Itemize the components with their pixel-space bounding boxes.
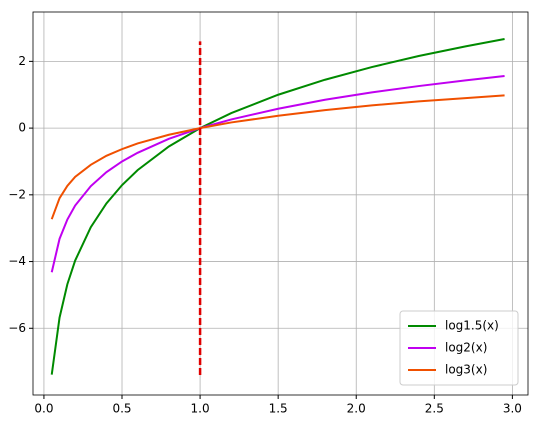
x-tick-label: 1.0: [191, 402, 210, 416]
x-tick-label: 1.5: [269, 402, 288, 416]
plot-frame: [32, 11, 529, 396]
legend: log1.5(x) log2(x) log3(x): [399, 310, 519, 386]
series-line: [50, 75, 505, 273]
legend-label: log3(x): [445, 363, 487, 377]
series-line: [50, 38, 505, 375]
legend-label: log2(x): [445, 341, 487, 355]
x-tick-label: 0.5: [112, 402, 131, 416]
series-line: [50, 94, 505, 220]
y-tick-label: −2: [8, 187, 26, 201]
x-tick-label: 2.5: [425, 402, 444, 416]
x-tick-label: 3.0: [503, 402, 522, 416]
x-tick-label: 0.0: [34, 402, 53, 416]
x-tick-label: 2.0: [347, 402, 366, 416]
y-tick-label: 0: [18, 121, 26, 135]
y-tick-label: −4: [8, 254, 26, 268]
y-tick-label: 2: [18, 54, 26, 68]
legend-box: [399, 310, 519, 386]
y-tick-label: −6: [8, 321, 26, 335]
legend-label: log1.5(x): [445, 319, 499, 333]
